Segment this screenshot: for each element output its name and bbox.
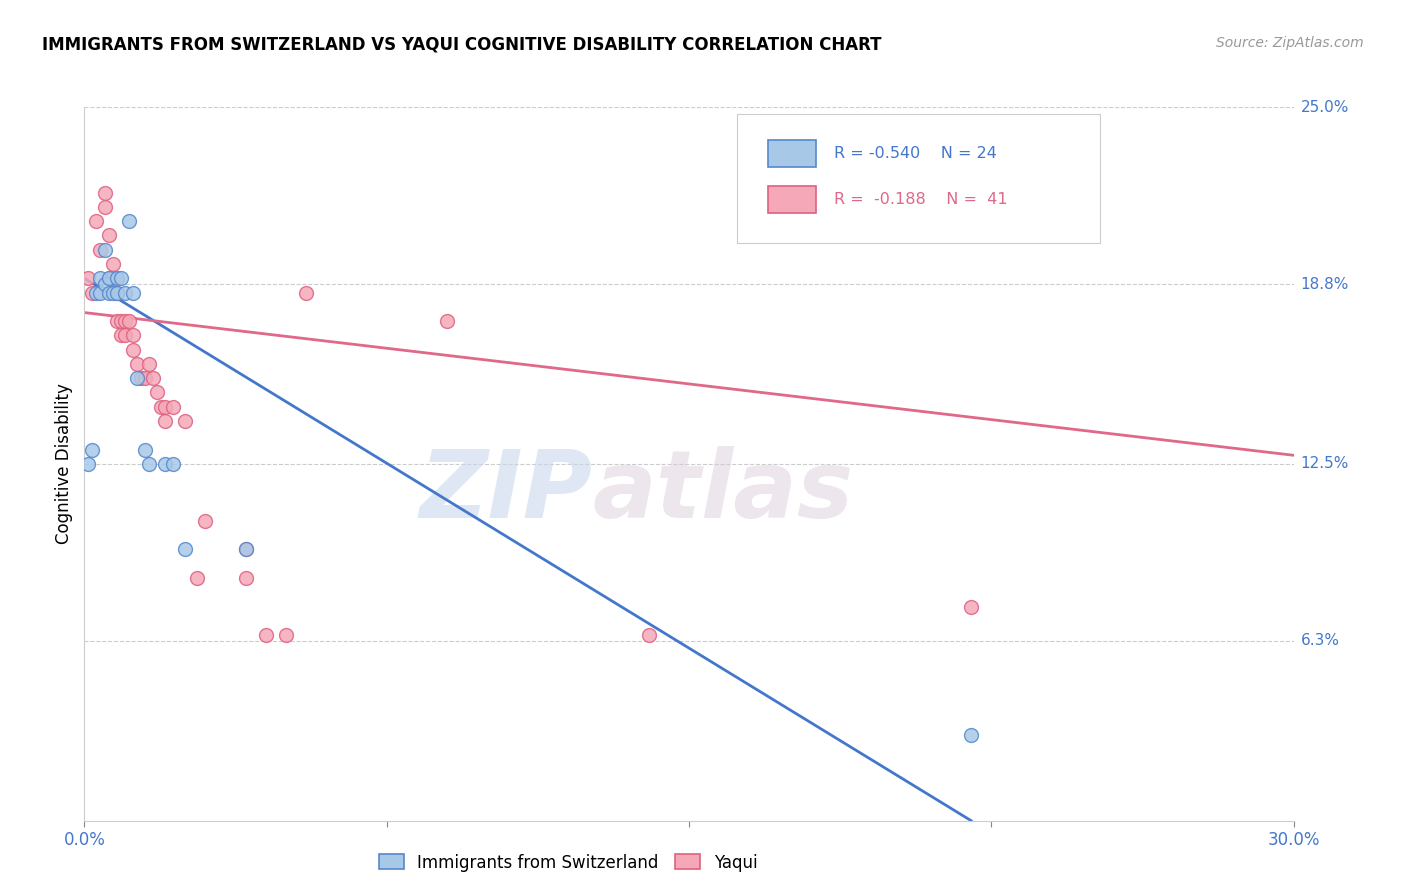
Point bbox=[114, 314, 136, 328]
Text: R = -0.540    N = 24: R = -0.540 N = 24 bbox=[834, 146, 997, 161]
Point bbox=[436, 314, 458, 328]
Point bbox=[89, 285, 111, 300]
Point bbox=[105, 285, 128, 300]
Point bbox=[93, 186, 115, 200]
Point bbox=[142, 371, 165, 385]
Point bbox=[134, 371, 156, 385]
FancyBboxPatch shape bbox=[737, 114, 1099, 243]
Point bbox=[77, 457, 100, 471]
Point bbox=[114, 328, 136, 343]
Point bbox=[235, 571, 257, 585]
Point bbox=[89, 271, 111, 285]
Text: Source: ZipAtlas.com: Source: ZipAtlas.com bbox=[1216, 36, 1364, 50]
Point bbox=[146, 385, 169, 400]
Point bbox=[153, 400, 176, 414]
Point bbox=[121, 343, 143, 357]
Point bbox=[97, 271, 120, 285]
Point bbox=[118, 314, 141, 328]
Point bbox=[162, 457, 184, 471]
Point bbox=[101, 285, 124, 300]
FancyBboxPatch shape bbox=[768, 140, 815, 167]
Point bbox=[97, 285, 120, 300]
Point bbox=[134, 442, 156, 457]
Text: IMMIGRANTS FROM SWITZERLAND VS YAQUI COGNITIVE DISABILITY CORRELATION CHART: IMMIGRANTS FROM SWITZERLAND VS YAQUI COG… bbox=[42, 36, 882, 54]
Point bbox=[153, 457, 176, 471]
Point bbox=[295, 285, 318, 300]
Point bbox=[82, 442, 104, 457]
Point bbox=[1000, 128, 1022, 143]
Point bbox=[174, 414, 197, 428]
Point bbox=[162, 400, 184, 414]
Point bbox=[82, 285, 104, 300]
Text: 25.0%: 25.0% bbox=[1301, 100, 1348, 114]
Point bbox=[235, 542, 257, 557]
Point bbox=[121, 328, 143, 343]
Point bbox=[138, 457, 160, 471]
Point bbox=[93, 243, 115, 257]
Point bbox=[637, 628, 659, 642]
Point bbox=[138, 357, 160, 371]
Point bbox=[118, 214, 141, 228]
Point bbox=[105, 285, 128, 300]
Point bbox=[960, 599, 983, 614]
Point bbox=[274, 628, 297, 642]
Point bbox=[105, 271, 128, 285]
Text: ZIP: ZIP bbox=[419, 446, 592, 539]
FancyBboxPatch shape bbox=[768, 186, 815, 213]
Text: R =  -0.188    N =  41: R = -0.188 N = 41 bbox=[834, 193, 1008, 207]
Point bbox=[86, 214, 108, 228]
Point bbox=[121, 285, 143, 300]
Point bbox=[153, 414, 176, 428]
Point bbox=[77, 271, 100, 285]
Point bbox=[186, 571, 208, 585]
Point bbox=[110, 314, 132, 328]
Point bbox=[125, 371, 148, 385]
Text: 12.5%: 12.5% bbox=[1301, 457, 1348, 471]
Point bbox=[194, 514, 217, 528]
Point bbox=[125, 357, 148, 371]
Point bbox=[110, 328, 132, 343]
Text: atlas: atlas bbox=[592, 446, 853, 539]
Point bbox=[110, 271, 132, 285]
Point bbox=[93, 200, 115, 214]
Legend: Immigrants from Switzerland, Yaqui: Immigrants from Switzerland, Yaqui bbox=[374, 848, 762, 877]
Point bbox=[93, 277, 115, 291]
Point bbox=[101, 257, 124, 271]
Point bbox=[101, 271, 124, 285]
Text: 18.8%: 18.8% bbox=[1301, 277, 1348, 292]
Point bbox=[86, 285, 108, 300]
Point bbox=[960, 728, 983, 742]
Point bbox=[235, 542, 257, 557]
Point bbox=[114, 285, 136, 300]
Point bbox=[97, 271, 120, 285]
Point bbox=[149, 400, 172, 414]
Point bbox=[89, 243, 111, 257]
Point bbox=[254, 628, 277, 642]
Y-axis label: Cognitive Disability: Cognitive Disability bbox=[55, 384, 73, 544]
Point bbox=[129, 371, 152, 385]
Text: 6.3%: 6.3% bbox=[1301, 633, 1340, 648]
Point bbox=[174, 542, 197, 557]
Point bbox=[97, 228, 120, 243]
Point bbox=[105, 314, 128, 328]
